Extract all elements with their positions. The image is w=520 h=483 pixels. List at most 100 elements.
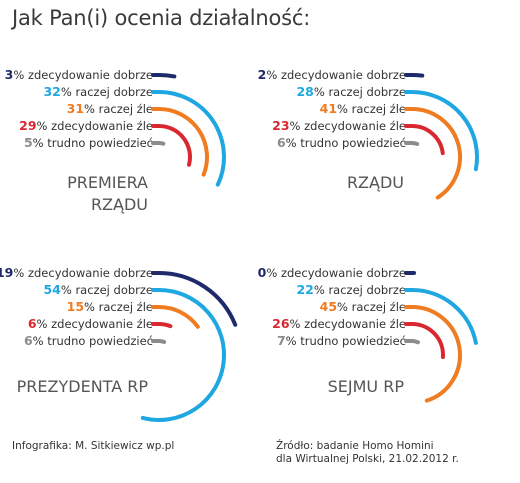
category-name: trudno powiedzieć: [300, 334, 406, 348]
category-name: zdecydowanie źle: [51, 317, 153, 331]
panel-label-line: PREZYDENTA RP: [17, 377, 149, 396]
category-name: zdecydowanie źle: [51, 119, 153, 133]
arc-mark-2: [404, 90, 479, 172]
data-label-value: 3: [5, 67, 14, 82]
percent-unit: %: [84, 300, 99, 314]
data-label-value: 6: [277, 135, 286, 150]
arc-mark-4: [151, 124, 192, 167]
series-label-5: 7% trudno powiedzieć: [277, 333, 406, 348]
arc-mark-4: [404, 124, 445, 156]
category-name: zdecydowanie źle: [304, 119, 406, 133]
chart-panel-4: 0% zdecydowanie dobrze 22% raczej dobrze 4…: [258, 265, 478, 403]
arc-mark-3: [151, 107, 209, 177]
arc-mark-5: [151, 141, 166, 146]
arc-mark-3: [404, 305, 462, 403]
data-label-value: 29: [19, 118, 36, 133]
category-name: raczej źle: [352, 300, 406, 314]
category-name: zdecydowanie dobrze: [28, 68, 153, 82]
series-label-2: 32% raczej dobrze: [43, 84, 153, 99]
series-label-5: 5% trudno powiedzieć: [24, 135, 153, 150]
category-name: zdecydowanie dobrze: [28, 266, 153, 280]
category-name: zdecydowanie dobrze: [281, 68, 406, 82]
percent-unit: %: [337, 102, 352, 116]
data-label-value: 54: [43, 282, 61, 297]
series-label-2: 54% raczej dobrze: [43, 282, 153, 297]
arc-mark-3: [404, 107, 462, 200]
percent-unit: %: [13, 68, 28, 82]
percent-unit: %: [337, 300, 352, 314]
percent-unit: %: [33, 334, 48, 348]
panel-label-line: SEJMU RP: [328, 377, 405, 396]
series-label-4: 6% zdecydowanie źle: [28, 316, 153, 331]
arc-mark-1: [151, 72, 177, 79]
category-name: raczej źle: [99, 300, 153, 314]
source-text: Źródło: badanie Homo Homini dla Wirtualn…: [276, 440, 459, 466]
panel-label-line: PREMIERA: [67, 173, 148, 192]
arc-mark-1: [151, 271, 238, 327]
data-label-value: 31: [67, 101, 84, 116]
series-label-4: 26% zdecydowanie źle: [272, 316, 406, 331]
arc-mark-5: [151, 338, 167, 344]
category-name: raczej dobrze: [75, 283, 153, 297]
data-label-value: 5: [24, 135, 33, 150]
arc-mark-2: [404, 288, 478, 345]
data-label-value: 6: [24, 333, 33, 348]
percent-unit: %: [84, 102, 99, 116]
series-label-2: 22% raczej dobrze: [296, 282, 406, 297]
data-label-value: 2: [258, 67, 267, 82]
series-label-1: 2% zdecydowanie dobrze: [258, 67, 406, 82]
data-label-value: 22: [296, 282, 313, 297]
arc-mark-1: [404, 73, 425, 78]
percent-unit: %: [314, 283, 329, 297]
series-label-4: 29% zdecydowanie źle: [19, 118, 153, 133]
percent-unit: %: [266, 68, 281, 82]
data-label-value: 45: [320, 299, 337, 314]
percent-unit: %: [37, 317, 52, 331]
percent-unit: %: [290, 119, 305, 133]
percent-unit: %: [286, 136, 301, 150]
arc-mark-4: [404, 322, 445, 359]
percent-unit: %: [61, 85, 76, 99]
data-label-value: 23: [272, 118, 289, 133]
category-name: trudno powiedzieć: [47, 334, 153, 348]
data-label-value: 28: [296, 84, 313, 99]
percent-unit: %: [33, 136, 48, 150]
arc-mark-3: [151, 305, 200, 329]
series-label-4: 23% zdecydowanie źle: [272, 118, 406, 133]
category-name: trudno powiedzieć: [300, 136, 406, 150]
series-label-3: 15% raczej źle: [67, 299, 153, 314]
percent-unit: %: [37, 119, 52, 133]
data-label-value: 19: [0, 265, 13, 280]
arc-mark-2: [140, 288, 226, 422]
panel-label-line: RZĄDU: [347, 173, 404, 192]
series-label-1: 0% zdecydowanie dobrze: [258, 265, 406, 280]
percent-unit: %: [286, 334, 301, 348]
data-label-value: 0: [258, 265, 267, 280]
series-label-1: 3% zdecydowanie dobrze: [5, 67, 153, 82]
arc-mark-5: [404, 338, 420, 345]
chart-panel-3: 19% zdecydowanie dobrze 54% raczej dobrze…: [0, 265, 238, 422]
category-name: zdecydowanie dobrze: [281, 266, 406, 280]
series-label-5: 6% trudno powiedzieć: [277, 135, 406, 150]
credit-text: Infografika: M. Sitkiewicz wp.pl: [12, 440, 175, 452]
data-label-value: 32: [43, 84, 60, 99]
data-label-value: 15: [67, 299, 84, 314]
data-label-value: 7: [277, 333, 286, 348]
arc-mark-2: [151, 90, 226, 187]
series-label-5: 6% trudno powiedzieć: [24, 333, 153, 348]
percent-unit: %: [266, 266, 281, 280]
category-name: raczej dobrze: [75, 85, 153, 99]
series-label-2: 28% raczej dobrze: [296, 84, 406, 99]
source-line-1: Źródło: badanie Homo Homini: [276, 440, 434, 452]
percent-unit: %: [61, 283, 76, 297]
series-label-1: 19% zdecydowanie dobrze: [0, 265, 153, 280]
percent-unit: %: [314, 85, 329, 99]
series-label-3: 45% raczej źle: [320, 299, 406, 314]
data-label-value: 6: [28, 316, 37, 331]
data-label-value: 26: [272, 316, 290, 331]
chart-panel-2: 2% zdecydowanie dobrze 28% raczej dobrze 4…: [258, 67, 479, 200]
category-name: raczej dobrze: [328, 85, 406, 99]
